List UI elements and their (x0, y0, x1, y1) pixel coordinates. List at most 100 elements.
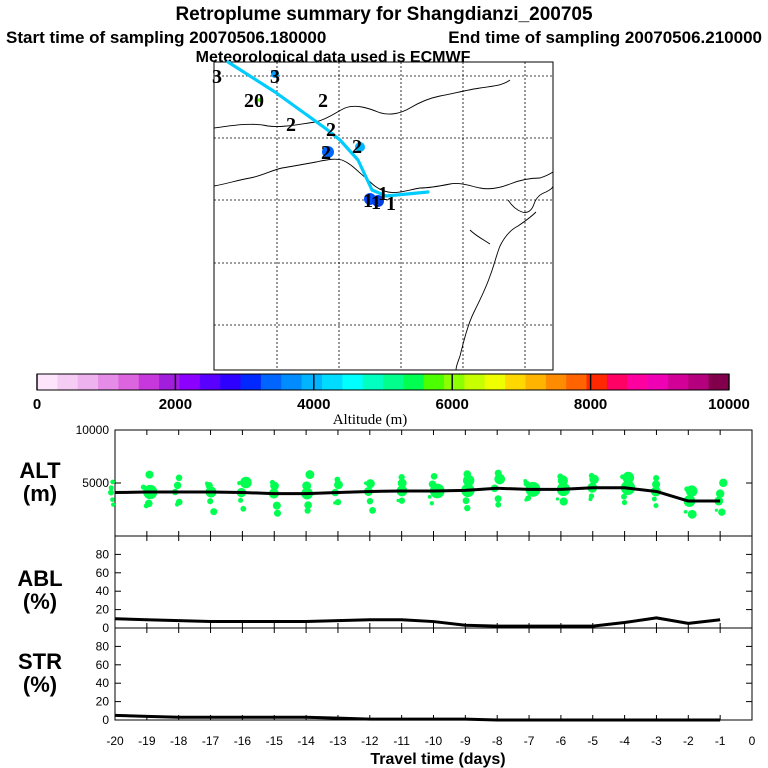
alt-scatter-point (715, 489, 725, 498)
alt-scatter-point (494, 469, 502, 477)
alt-scatter-point (111, 502, 116, 507)
alt-scatter-point (304, 501, 312, 509)
alt-scatter-point (273, 509, 282, 517)
x-tick-label: -10 (425, 734, 443, 748)
str-series-line (114, 713, 721, 722)
end-time: End time of sampling 20070506.210000 (448, 28, 762, 47)
alt-scatter-point (430, 472, 438, 480)
alt-scatter-point (304, 507, 311, 514)
panel-frame (114, 627, 753, 721)
alt-scatter-point (494, 473, 506, 485)
str-panel-label: STR (18, 649, 62, 674)
str-panel-unit: (%) (23, 672, 57, 697)
colorbar-swatch (545, 374, 567, 390)
colorbar-swatch (464, 374, 486, 390)
alt-scatter-point (427, 494, 432, 499)
x-axis-label: Travel time (days) (370, 751, 505, 768)
colorbar-swatch (566, 374, 587, 390)
colorbar-swatch (688, 374, 710, 390)
colorbar-swatch (647, 374, 669, 390)
colorbar-swatch (57, 374, 79, 390)
x-tick-label: -18 (170, 734, 188, 748)
map-day-label: 2 (326, 119, 336, 141)
alt-scatter-point (620, 474, 625, 480)
alt-scatter-point (523, 479, 528, 483)
colorbar-swatch (525, 374, 547, 390)
colorbar-tick-label: 4000 (297, 396, 330, 413)
alt-scatter-point (365, 479, 375, 489)
y-tick-label: 20 (96, 603, 110, 617)
alt-scatter-point (108, 485, 114, 491)
y-tick-label: 60 (96, 658, 110, 672)
alt-scatter-point (334, 480, 343, 490)
alt-scatter-point (622, 471, 635, 484)
x-tick-label: -5 (587, 734, 598, 748)
alt-scatter-point (143, 503, 149, 509)
y-tick-label: 40 (96, 676, 110, 690)
alt-scatter-point (429, 501, 434, 506)
x-tick-label: -7 (524, 734, 535, 748)
x-tick-label: -2 (683, 734, 694, 748)
plume-dot (322, 146, 334, 158)
alt-scatter-point (652, 480, 661, 489)
alt-scatter-point (110, 497, 115, 502)
alt-scatter-point (462, 497, 470, 505)
alt-scatter-point (174, 502, 180, 507)
map-day-label: 2 (318, 90, 328, 112)
x-tick-label: -4 (619, 734, 630, 748)
alt-scatter-point (108, 489, 114, 496)
colorbar-swatch (199, 374, 221, 390)
alt-scatter-point (272, 501, 281, 510)
alt-scatter-point (687, 509, 697, 519)
alt-scatter-point (524, 498, 528, 502)
altitude-colorbar: 0 2000 4000 6000 8000 10000 (33, 373, 750, 413)
colorbar-swatch (383, 374, 404, 390)
colorbar-swatch (301, 374, 323, 390)
colorbar-tick-label: 8000 (574, 396, 607, 413)
map-day-label: 1 (386, 193, 396, 215)
alt-scatter-point (364, 481, 368, 485)
alt-scatter-point (369, 507, 376, 514)
alt-scatter-point (396, 498, 400, 503)
x-tick-label: -6 (556, 734, 567, 748)
map-day-label: 20 (244, 90, 264, 112)
alt-scatter-point (559, 497, 568, 506)
y-tick-label: 0 (102, 713, 109, 727)
map-day-label: 2 (286, 114, 296, 136)
alt-scatter-point (334, 476, 341, 483)
alt-scatter-point (145, 470, 154, 479)
x-tick-label: -3 (651, 734, 662, 748)
x-tick-label: -1 (715, 734, 726, 748)
colorbar-swatch (606, 374, 628, 390)
alt-scatter-point (269, 479, 275, 485)
alt-panel-label: ALT (19, 458, 61, 483)
colorbar-tick-label: 2000 (159, 396, 192, 413)
map-day-label: 1 (363, 190, 373, 212)
alt-scatter-point (495, 501, 502, 508)
panel-frame (114, 535, 753, 629)
alt-scatter-point (398, 497, 406, 504)
alt-scatter-point (588, 472, 595, 479)
colorbar-swatch (342, 374, 364, 390)
figure-title: Retroplume summary for Shangdianzi_20070… (175, 4, 593, 25)
map-day-label: 1 (378, 183, 388, 205)
x-tick-label: -9 (460, 734, 471, 748)
colorbar-swatch (159, 374, 180, 390)
x-tick-label: -11 (393, 734, 410, 748)
alt-scatter-point (557, 473, 564, 480)
alt-scatter-point (621, 499, 628, 506)
map-day-label: 2 (352, 136, 362, 158)
map-grid (214, 62, 553, 370)
colorbar-swatch (77, 374, 99, 390)
colorbar-swatch (708, 374, 730, 390)
coastlines-borders (213, 79, 554, 371)
alt-scatter-point (397, 478, 407, 488)
y-tick-label: 40 (96, 584, 110, 598)
plume-dot (372, 195, 384, 207)
x-tick-label: -19 (138, 734, 156, 748)
colorbar-swatch (403, 374, 425, 390)
x-tick-label: -14 (297, 734, 315, 748)
y-tick-label: 20 (96, 695, 110, 709)
map-day-label: 3 (212, 66, 222, 88)
